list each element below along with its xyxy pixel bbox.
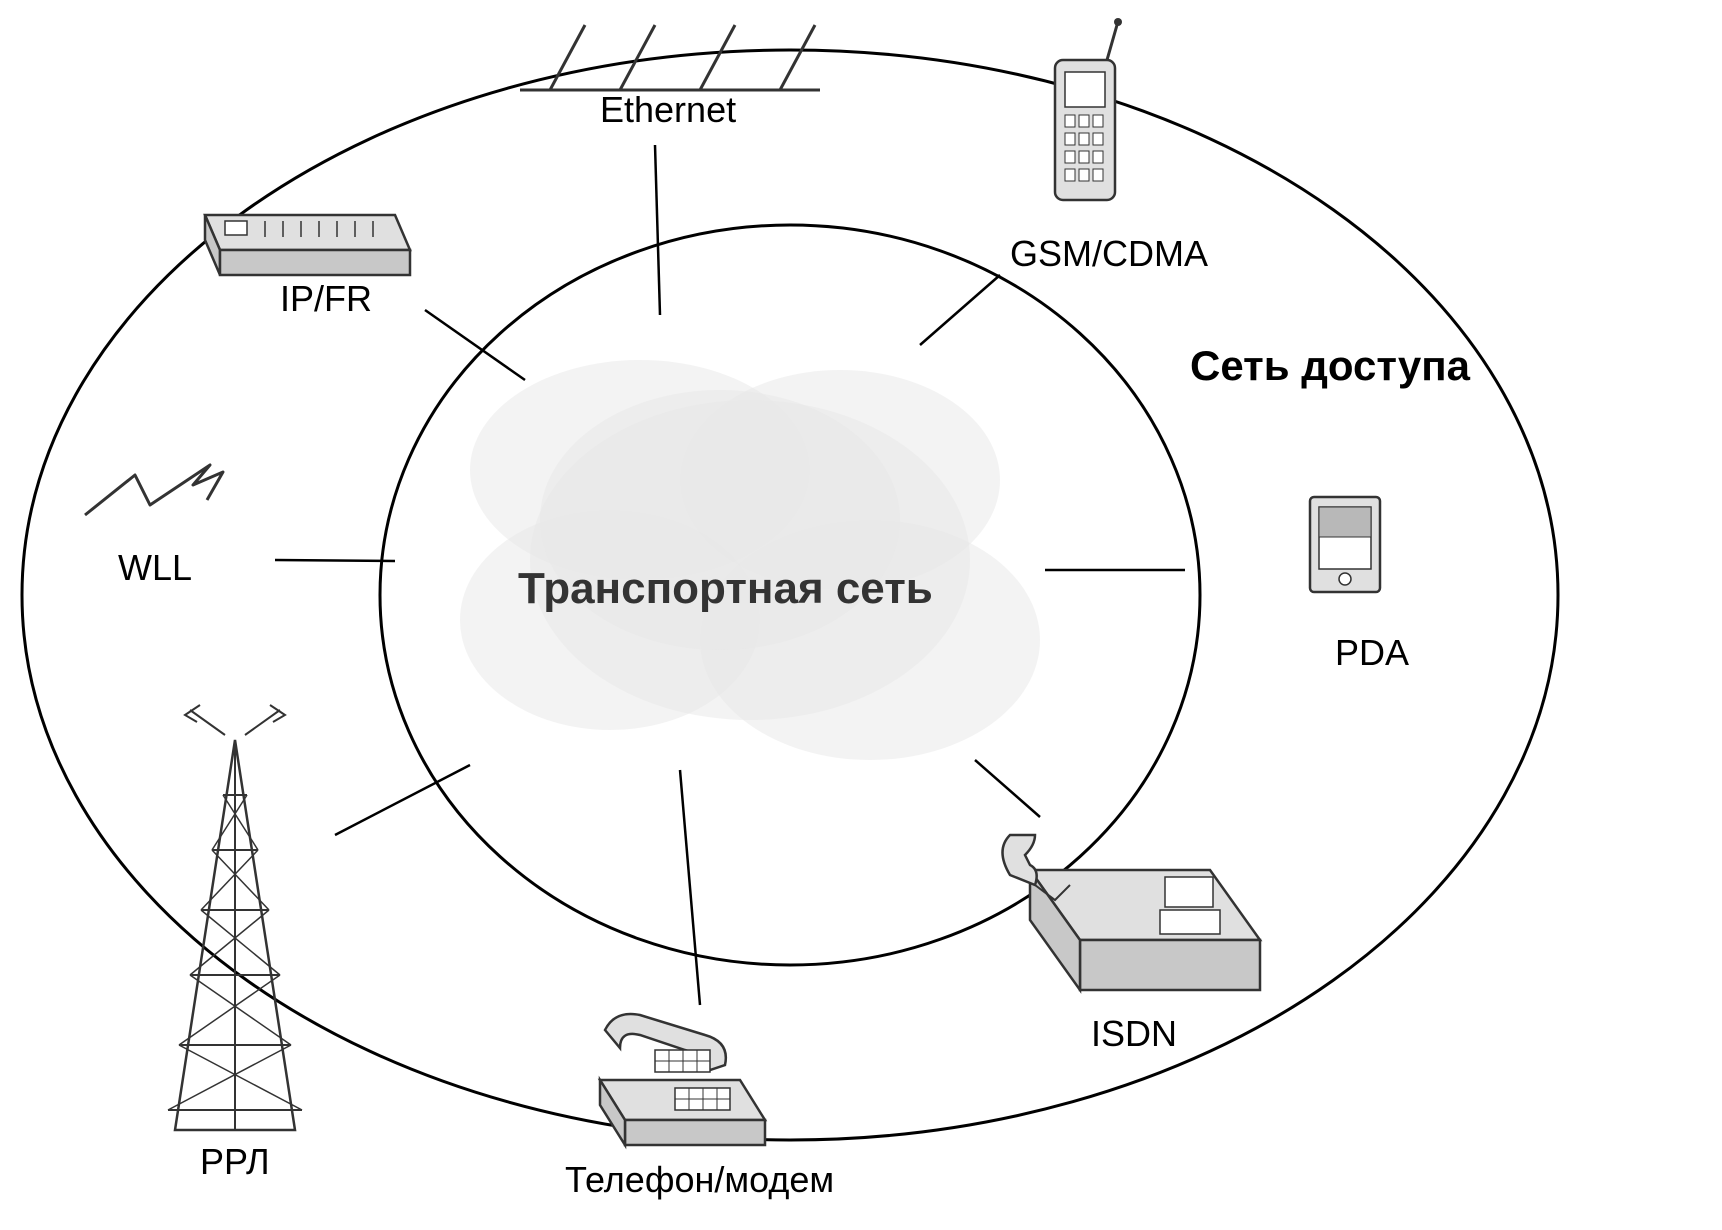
cloud-icon [460, 360, 1040, 760]
connector-isdn [975, 760, 1040, 817]
lightning-icon [85, 465, 223, 515]
connector-telmodem [680, 770, 700, 1005]
label-ethernet: Ethernet [600, 89, 736, 130]
access-label: Сеть доступа [1190, 342, 1471, 389]
label-ipfr: IP/FR [280, 278, 372, 319]
phone_mobile-icon [1055, 18, 1122, 200]
connector-wll [275, 560, 395, 561]
isdn_device-icon [1003, 835, 1261, 990]
connector-gsm [920, 275, 1000, 345]
router-icon [205, 215, 410, 275]
connector-ethernet [655, 145, 660, 315]
connector-ipfr [425, 310, 525, 380]
svg-canvas: Транспортная сеть Сеть доступа Ethernet GSM… [0, 0, 1722, 1225]
label-rrl: РРЛ [200, 1141, 270, 1182]
label-isdn: ISDN [1091, 1013, 1177, 1054]
label-gsm: GSM/CDMA [1010, 233, 1208, 274]
center-label: Транспортная сеть [518, 564, 933, 613]
telephone-icon [600, 1014, 765, 1145]
tower-icon [168, 705, 302, 1130]
label-pda: PDA [1335, 632, 1409, 673]
label-wll: WLL [118, 547, 192, 588]
pda-icon [1310, 497, 1380, 592]
label-telmodem: Телефон/модем [565, 1159, 834, 1200]
diagram-stage: Транспортная сеть Сеть доступа Ethernet GSM… [0, 0, 1722, 1225]
